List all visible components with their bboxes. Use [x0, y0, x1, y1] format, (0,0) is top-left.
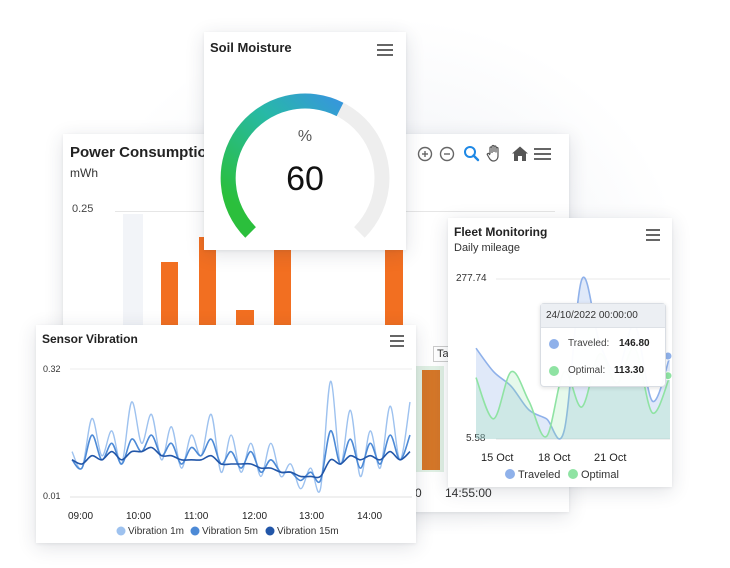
- vibration-x-label: 13:00: [299, 511, 324, 522]
- vibration-5m-line: [71, 430, 411, 483]
- power-y-tick-label: 0.25: [72, 203, 94, 215]
- power-card-subtitle: mWh: [70, 166, 98, 180]
- fleet-x-label: 15 Oct: [481, 452, 513, 464]
- vibration-chart: 0.32 0.01 09:00 10:00 11:00 12:00 13:00 …: [43, 364, 412, 537]
- fleet-menu-icon[interactable]: [646, 229, 660, 241]
- vibration-15m-line: [71, 446, 411, 479]
- vibration-x-label: 10:00: [126, 511, 151, 522]
- vibration-legend-15m: Vibration 15m: [277, 526, 339, 537]
- vibration-legend-5m: Vibration 5m: [202, 526, 258, 537]
- vibration-x-label: 12:00: [242, 511, 267, 522]
- vibration-legend-15m-marker: [265, 526, 275, 536]
- zoom-select-icon[interactable]: [463, 145, 480, 162]
- power-highlight-band: [416, 366, 444, 472]
- fleet-tooltip-optimal-value: 113.30: [614, 365, 645, 376]
- fleet-legend-traveled-marker: [505, 469, 515, 479]
- zoom-in-icon[interactable]: [417, 146, 433, 162]
- fleet-card-title: Fleet Monitoring: [454, 225, 548, 239]
- gauge-value-arc: [220, 93, 344, 238]
- soil-value-label: 60: [286, 160, 324, 198]
- fleet-x-label: 18 Oct: [538, 452, 570, 464]
- fleet-monitoring-card: Fleet Monitoring Daily mileage 277.74 5.…: [448, 218, 672, 487]
- fleet-tooltip-traveled-value: 146.80: [619, 338, 650, 349]
- vibration-menu-icon[interactable]: [390, 335, 404, 347]
- zoom-out-icon[interactable]: [439, 146, 455, 162]
- fleet-tooltip-optimal-label: Optimal:: [568, 365, 606, 376]
- fleet-legend-optimal-marker: [568, 469, 578, 479]
- fleet-y-max-label: 277.74: [456, 273, 487, 284]
- fleet-legend-optimal: Optimal: [581, 469, 619, 481]
- soil-gauge: [220, 93, 390, 238]
- soil-unit-label: %: [297, 128, 313, 145]
- pan-hand-icon[interactable]: [486, 144, 503, 163]
- power-menu-icon[interactable]: [534, 148, 551, 160]
- soil-menu-icon[interactable]: [377, 44, 393, 56]
- fleet-optimal-area: [476, 347, 670, 439]
- vibration-x-label: 14:00: [357, 511, 382, 522]
- fleet-tooltip-traveled-label: Traveled:: [568, 338, 610, 349]
- power-bar: [422, 370, 440, 470]
- vibration-legend-1m-marker: [116, 526, 126, 536]
- fleet-tooltip: 24/10/2022 00:00:00 Traveled: 146.80 Opt…: [540, 303, 666, 387]
- soil-card-title: Soil Moisture: [210, 40, 292, 55]
- vibration-legend-1m: Vibration 1m: [128, 526, 184, 537]
- fleet-tooltip-date: 24/10/2022 00:00:00: [541, 304, 665, 328]
- home-icon[interactable]: [511, 145, 529, 162]
- vibration-card-title: Sensor Vibration: [42, 332, 138, 346]
- vibration-x-label: 09:00: [68, 511, 93, 522]
- vibration-y-max-label: 0.32: [43, 364, 61, 374]
- sensor-vibration-card: Sensor Vibration 0.32 0.01 09:00 10:00 1…: [36, 325, 416, 543]
- fleet-legend-traveled: Traveled: [518, 469, 560, 481]
- power-card-title: Power Consumption: [70, 144, 216, 161]
- fleet-tooltip-optimal-marker: [549, 366, 559, 376]
- fleet-y-min-label: 5.58: [466, 433, 486, 444]
- power-x-tick-label: 14:55:00: [445, 486, 492, 500]
- soil-moisture-card: Soil Moisture % 60: [204, 32, 406, 250]
- vibration-y-min-label: 0.01: [43, 491, 61, 501]
- fleet-tooltip-traveled-marker: [549, 339, 559, 349]
- fleet-x-label: 21 Oct: [594, 452, 626, 464]
- power-x-tick-partial: 0: [415, 486, 422, 500]
- fleet-card-subtitle: Daily mileage: [454, 242, 521, 254]
- vibration-legend-5m-marker: [190, 526, 200, 536]
- vibration-x-label: 11:00: [184, 511, 209, 522]
- vibration-1m-line: [71, 380, 411, 493]
